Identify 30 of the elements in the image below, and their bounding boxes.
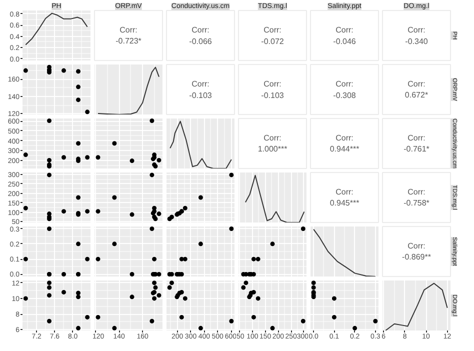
text: Corr: [192,26,210,34]
text: 1.000*** [258,144,288,154]
text: 0.672* [404,90,428,100]
text: Corr: [408,26,426,34]
text: Corr: [192,80,210,88]
text: Corr: [408,134,426,142]
text: -0.072 [261,37,284,46]
text: Corr: [408,80,426,88]
text: Corr: [264,80,282,88]
text: -0.723* [116,36,142,46]
text: -0.758* [404,198,430,208]
text: Corr: [408,188,426,196]
text: -0.340 [405,37,428,46]
text: 0.944*** [330,144,360,154]
text: Corr: [336,134,354,142]
text: -0.103 [261,91,284,100]
text: -0.308 [333,91,356,100]
text: -0.046 [333,37,356,46]
text: Corr: [336,26,354,34]
text: Corr: [336,80,354,88]
text: -0.103 [189,91,212,100]
text: -0.066 [189,37,212,46]
text: -0.761* [404,144,430,154]
text: Corr: [264,134,282,142]
text: 0.945*** [330,198,360,208]
text: Corr: [408,242,426,250]
text: Corr: [120,26,138,34]
text: Corr: [336,188,354,196]
text: -0.869** [402,252,431,262]
text: Corr: [264,26,282,34]
